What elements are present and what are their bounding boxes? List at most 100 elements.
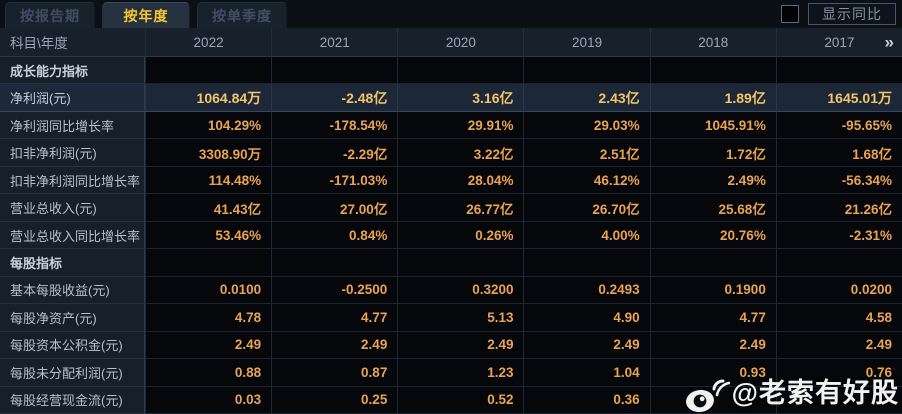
cell-2019: 26.70亿	[523, 194, 650, 222]
cell-2017: 2.49	[775, 331, 902, 360]
more-years-icon[interactable]: »	[884, 32, 894, 52]
cell-2018: 2.49%	[649, 166, 776, 195]
cell-2019: 2.49	[523, 331, 650, 360]
cell-2020: 1.23	[397, 359, 524, 387]
cell-2020	[397, 57, 524, 85]
metric-row[interactable]: 扣非净利润(元) 3308.90万 -2.29亿 3.22亿 2.51亿 1.72亿 1.6…	[0, 139, 902, 167]
cell-2022: 2.49	[145, 331, 272, 360]
tab-list: 按报告期 按年度 按单季度	[0, 0, 294, 28]
cell-2021: 0.84%	[271, 221, 398, 250]
metric-row[interactable]: 扣非净利润同比增长率 114.48% -171.03% 28.04% 46.12% 2.4…	[0, 166, 902, 195]
cell-2019: 4.00%	[523, 221, 650, 250]
cell-2020: 26.77亿	[397, 194, 524, 222]
cell-2022: 1064.84万	[145, 84, 272, 112]
year-header-2017: 2017»	[775, 28, 902, 57]
cell-2020: 5.13	[397, 304, 524, 332]
corner-header: 科目\年度	[0, 28, 145, 57]
cell-2022: 0.88	[145, 359, 272, 387]
cell-2017: 0.0200	[775, 276, 902, 305]
cell-2017: 4.58	[775, 304, 902, 332]
metric-row[interactable]: 基本每股收益(元) 0.0100 -0.2500 0.3200 0.2493 0.1900…	[0, 276, 902, 305]
cell-2021: 0.87	[271, 359, 398, 387]
row-label: 净利润(元)	[0, 84, 145, 112]
year-header-2021: 2021	[271, 28, 398, 57]
cell-2017: 21.26亿	[775, 194, 902, 222]
cell-2020: 0.26%	[397, 221, 524, 250]
cell-2020: 0.52	[397, 386, 524, 414]
row-label: 营业总收入同比增长率	[0, 221, 145, 250]
metric-row[interactable]: 每股未分配利润(元) 0.88 0.87 1.23 1.04 0.93 0.76	[0, 359, 902, 387]
row-label: 每股指标	[0, 249, 145, 277]
metric-row[interactable]: 营业总收入同比增长率 53.46% 0.84% 0.26% 4.00% 20.76% -2.…	[0, 221, 902, 250]
row-label: 扣非净利润(元)	[0, 139, 145, 167]
row-label: 每股经营现金流(元)	[0, 386, 145, 414]
cell-2018	[649, 57, 776, 85]
cell-2018: 0.93	[649, 359, 776, 387]
section-row[interactable]: 每股指标	[0, 249, 902, 277]
year-header-2019: 2019	[523, 28, 650, 57]
cell-2018: 1.89亿	[649, 84, 776, 112]
cell-2022: 41.43亿	[145, 194, 272, 222]
cell-2018: 0.1900	[649, 276, 776, 305]
cell-2020: 0.3200	[397, 276, 524, 305]
cell-2018: 1045.91%	[649, 111, 776, 140]
cell-2019: 1.04	[523, 359, 650, 387]
cell-2019: 4.90	[523, 304, 650, 332]
metric-row[interactable]: 营业总收入(元) 41.43亿 27.00亿 26.77亿 26.70亿 25.68亿 21…	[0, 194, 902, 222]
row-label: 每股资本公积金(元)	[0, 331, 145, 360]
metric-row[interactable]: 每股净资产(元) 4.78 4.77 5.13 4.90 4.77 4.58	[0, 304, 902, 332]
cell-2017	[775, 386, 902, 414]
cell-2020: 28.04%	[397, 166, 524, 195]
cell-2017	[775, 57, 902, 85]
cell-2020: 29.91%	[397, 111, 524, 140]
metric-row[interactable]: 净利润(元) 1064.84万 -2.48亿 3.16亿 2.43亿 1.89亿 1645.…	[0, 84, 902, 112]
cell-2018: 4.77	[649, 304, 776, 332]
cell-2021: 2.49	[271, 331, 398, 360]
cell-2021: -171.03%	[271, 166, 398, 195]
cell-2019: 2.51亿	[523, 139, 650, 167]
cell-2020: 3.22亿	[397, 139, 524, 167]
cell-2019: 2.43亿	[523, 84, 650, 112]
cell-2022: 0.0100	[145, 276, 272, 305]
cell-2019: 29.03%	[523, 111, 650, 140]
cell-2017: -2.31%	[775, 221, 902, 250]
cell-2021	[271, 57, 398, 85]
cell-2019: 0.36	[523, 386, 650, 414]
metric-row[interactable]: 每股经营现金流(元) 0.03 0.25 0.52 0.36	[0, 386, 902, 414]
tab-single-quarter[interactable]: 按单季度	[197, 2, 287, 28]
row-label: 净利润同比增长率	[0, 111, 145, 140]
cell-2019	[523, 249, 650, 277]
cell-2018: 20.76%	[649, 221, 776, 250]
row-label: 每股净资产(元)	[0, 304, 145, 332]
cell-2022	[145, 57, 272, 85]
tab-report-period[interactable]: 按报告期	[5, 2, 95, 28]
section-row[interactable]: 成长能力指标	[0, 57, 902, 85]
metric-row[interactable]: 净利润同比增长率 104.29% -178.54% 29.91% 29.03% 1045.…	[0, 111, 902, 140]
cell-2021	[271, 249, 398, 277]
cell-2022: 4.78	[145, 304, 272, 332]
cell-2022	[145, 249, 272, 277]
cell-2020	[397, 249, 524, 277]
header-row: 科目\年度 2022 2021 2020 2019 2018 2017»	[0, 28, 902, 57]
row-label: 营业总收入(元)	[0, 194, 145, 222]
row-label: 成长能力指标	[0, 57, 145, 85]
metric-row[interactable]: 每股资本公积金(元) 2.49 2.49 2.49 2.49 2.49 2.49	[0, 331, 902, 360]
cell-2018: 2.49	[649, 331, 776, 360]
cell-2022: 0.03	[145, 386, 272, 414]
cell-2021: 0.25	[271, 386, 398, 414]
cell-2022: 53.46%	[145, 221, 272, 250]
show-yoy-button[interactable]: 显示同比	[808, 3, 896, 25]
cell-2017: 0.76	[775, 359, 902, 387]
cell-2022: 104.29%	[145, 111, 272, 140]
cell-2019	[523, 57, 650, 85]
tab-controls: 显示同比	[781, 3, 896, 25]
cell-2021: -2.29亿	[271, 139, 398, 167]
cell-2021: -2.48亿	[271, 84, 398, 112]
cell-2021: 4.77	[271, 304, 398, 332]
show-yoy-checkbox[interactable]	[781, 5, 799, 23]
cell-2017: -95.65%	[775, 111, 902, 140]
row-label: 扣非净利润同比增长率	[0, 166, 145, 195]
tab-annual[interactable]: 按年度	[102, 2, 190, 28]
table-body: 成长能力指标 净利润(元) 1064.84万 -2.48亿 3.16亿 2.43亿 1.89…	[0, 57, 902, 414]
